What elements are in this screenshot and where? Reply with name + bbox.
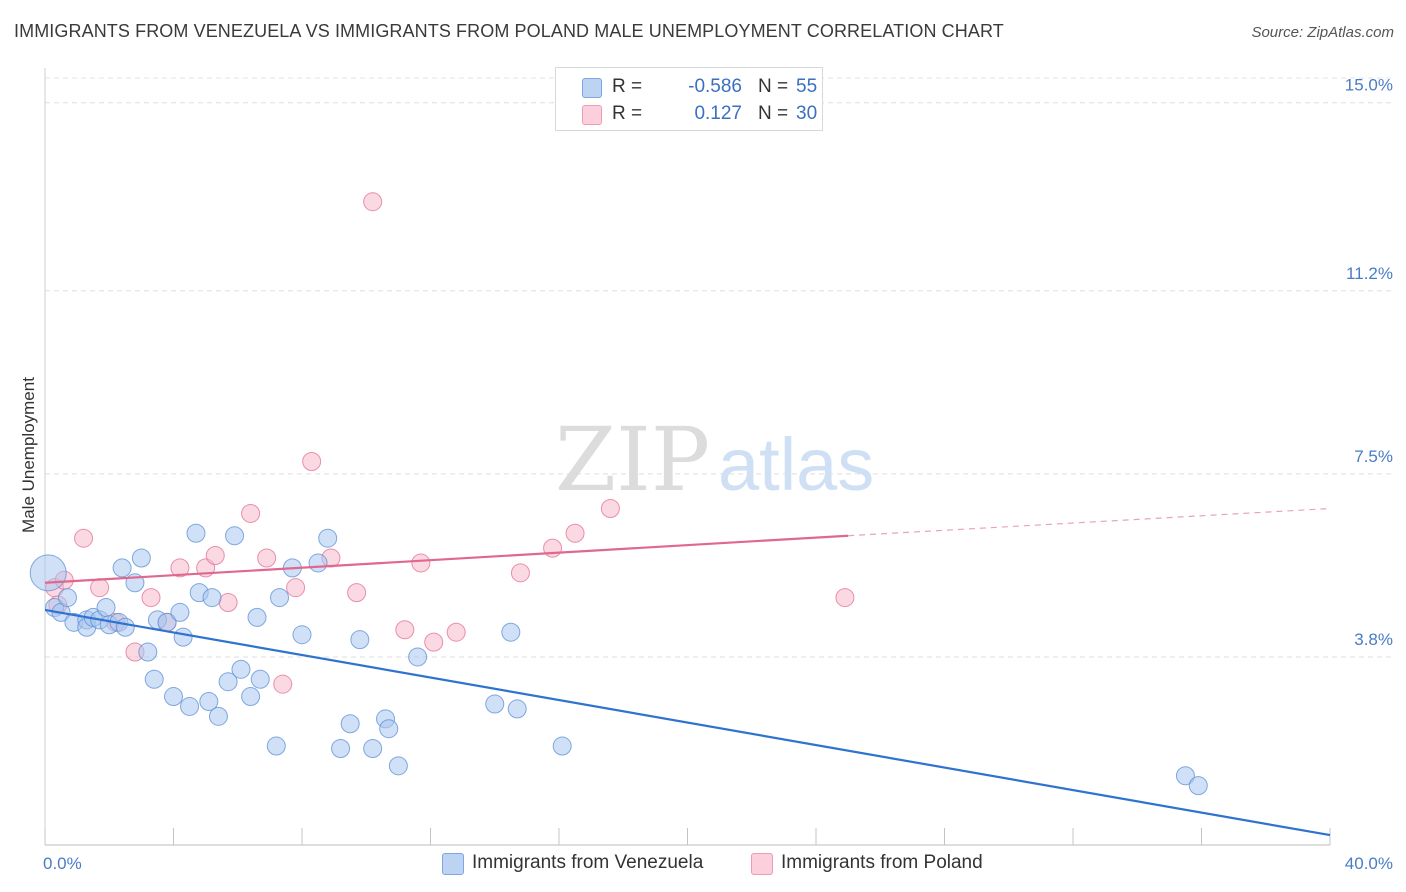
point-venezuela — [350, 630, 370, 650]
point-venezuela — [138, 642, 158, 662]
point-venezuela — [485, 694, 505, 714]
y-tick-label: 3.8% — [1354, 630, 1393, 649]
legend-label-venezuela: Immigrants from Venezuela — [472, 852, 704, 873]
point-poland — [273, 674, 293, 694]
legend-r-label: R = — [612, 103, 643, 124]
x-tick-labels: 0.0% 40.0% — [43, 854, 1393, 873]
point-venezuela — [225, 526, 245, 546]
legend-swatch-poland — [751, 853, 773, 875]
point-venezuela — [29, 554, 67, 592]
point-venezuela — [170, 602, 190, 622]
point-venezuela — [218, 672, 238, 692]
point-venezuela — [202, 588, 222, 608]
point-venezuela — [292, 625, 312, 645]
point-poland — [141, 588, 161, 608]
point-poland — [257, 548, 277, 568]
point-venezuela — [388, 756, 408, 776]
legend-label-poland: Immigrants from Poland — [781, 852, 983, 873]
point-poland — [510, 563, 530, 583]
point-poland — [363, 192, 383, 212]
watermark-atlas: atlas — [718, 423, 874, 506]
legend-r-value: 0.127 — [694, 103, 742, 124]
point-venezuela — [131, 548, 151, 568]
point-venezuela — [331, 739, 351, 759]
point-venezuela — [231, 659, 251, 679]
point-venezuela — [199, 691, 219, 711]
point-venezuela — [340, 714, 360, 734]
trend-line-poland-extension — [848, 507, 1331, 537]
point-poland — [218, 593, 238, 613]
point-poland — [241, 503, 261, 523]
x-tick-label: 40.0% — [1345, 854, 1393, 873]
point-venezuela — [318, 528, 338, 548]
legend-n-value: 30 — [796, 103, 818, 124]
legend-n-value: 55 — [796, 76, 818, 97]
axes — [44, 68, 1331, 846]
legend-n-label: N = — [758, 103, 789, 124]
point-venezuela — [266, 736, 286, 756]
point-venezuela — [552, 736, 572, 756]
point-poland — [302, 452, 322, 471]
legend-swatch-poland — [582, 105, 602, 125]
legend-n-label: N = — [758, 76, 789, 97]
point-venezuela — [144, 669, 164, 689]
trend-lines — [44, 507, 1331, 837]
point-venezuela — [379, 719, 399, 739]
point-venezuela — [164, 687, 183, 707]
point-venezuela — [363, 739, 383, 759]
y-tick-label: 11.2% — [1346, 264, 1393, 283]
point-venezuela — [173, 627, 193, 647]
point-venezuela — [180, 696, 200, 716]
point-venezuela — [247, 607, 267, 627]
point-poland — [835, 588, 855, 608]
source-credit: Source: ZipAtlas.com — [1251, 24, 1394, 41]
point-venezuela — [250, 669, 270, 689]
point-venezuela — [507, 699, 527, 719]
legend-r-label: R = — [612, 76, 643, 97]
y-tick-label: 15.0% — [1345, 76, 1393, 95]
x-tick-label: 0.0% — [43, 854, 82, 873]
point-poland — [565, 523, 585, 543]
series-venezuela-points — [29, 523, 1208, 796]
legend-swatch-venezuela — [582, 78, 602, 98]
legend-swatch-venezuela — [442, 853, 464, 875]
point-poland — [90, 578, 110, 598]
point-venezuela — [208, 706, 228, 726]
point-poland — [286, 578, 306, 598]
point-poland — [446, 622, 466, 642]
trend-line-venezuela — [44, 608, 1331, 837]
chart-title: IMMIGRANTS FROM VENEZUELA VS IMMIGRANTS … — [14, 21, 1004, 41]
point-poland — [347, 583, 367, 603]
point-poland — [74, 528, 94, 548]
point-poland — [395, 620, 415, 640]
y-axis-label: Male Unemployment — [19, 377, 38, 533]
point-venezuela — [308, 553, 328, 573]
y-tick-label: 7.5% — [1354, 447, 1393, 466]
point-poland — [424, 632, 444, 652]
point-venezuela — [1188, 776, 1208, 796]
watermark: ZIP atlas — [555, 408, 874, 511]
y-tick-labels: 3.8% 7.5% 11.2% 15.0% — [1345, 76, 1393, 649]
watermark-zip: ZIP — [555, 408, 710, 511]
correlation-legend: R = -0.586 N = 55 R = 0.127 N = 30 — [555, 67, 823, 131]
point-poland — [170, 558, 190, 578]
point-venezuela — [1175, 766, 1195, 786]
trend-line-poland — [44, 534, 849, 584]
point-venezuela — [115, 617, 135, 637]
point-venezuela — [186, 523, 206, 543]
point-venezuela — [270, 588, 290, 608]
point-poland — [600, 499, 620, 519]
point-venezuela — [96, 597, 116, 617]
point-venezuela — [112, 558, 132, 578]
legend-r-value: -0.586 — [688, 76, 742, 97]
point-venezuela — [57, 588, 77, 608]
point-poland — [205, 546, 225, 566]
point-venezuela — [501, 622, 521, 642]
point-venezuela — [241, 687, 261, 707]
point-poland — [411, 553, 431, 573]
point-venezuela — [408, 647, 428, 667]
series-legend: Immigrants from Venezuela Immigrants fro… — [0, 852, 1406, 878]
